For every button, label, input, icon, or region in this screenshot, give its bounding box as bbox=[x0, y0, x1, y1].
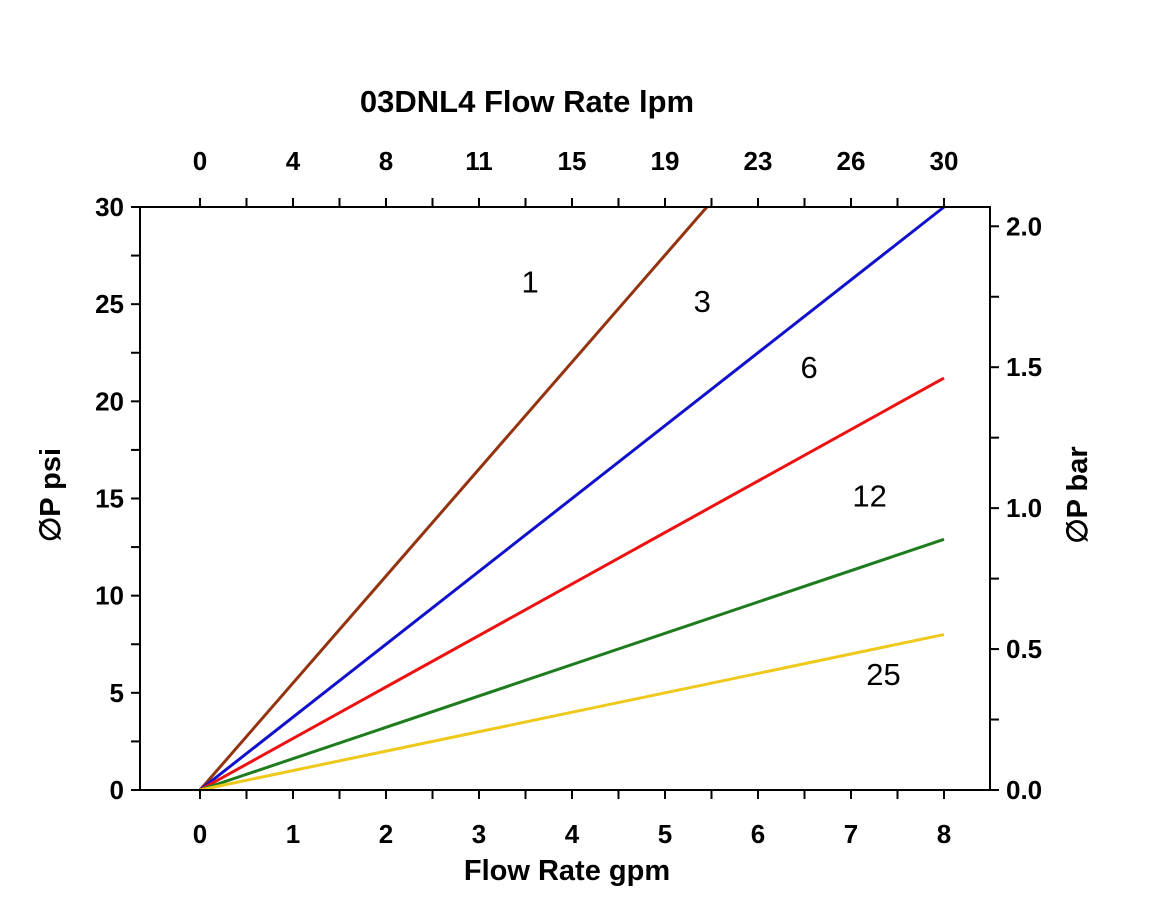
x-axis-label-bottom: Flow Rate gpm bbox=[464, 855, 670, 887]
series-line-3 bbox=[199, 205, 945, 792]
x-top-tick-label: 0 bbox=[193, 146, 207, 176]
series-line-12 bbox=[199, 537, 945, 792]
plot-area: 1 3 6 12 25 0 0 1 4 2 8 3 11 4 15 5 19 6 23 7 26 8 30 0 5 10 15 20 2… bbox=[95, 146, 1042, 849]
x-bottom-tick-label: 1 bbox=[286, 819, 300, 849]
x-top-tick-label: 15 bbox=[558, 146, 587, 176]
y-right-tick-label: 0.5 bbox=[1006, 634, 1042, 664]
x-top-tick-label: 19 bbox=[651, 146, 680, 176]
y-axis-label-right: ∅P bar bbox=[1062, 446, 1094, 543]
y-left-tick-label: 5 bbox=[110, 678, 124, 708]
series-label-25: 25 bbox=[866, 657, 900, 692]
x-top-tick-label: 23 bbox=[744, 146, 773, 176]
x-top-tick-label: 11 bbox=[465, 146, 493, 176]
x-bottom-tick-label: 0 bbox=[193, 819, 207, 849]
x-bottom-tick-label: 2 bbox=[379, 819, 393, 849]
y-left-tick-label: 10 bbox=[95, 581, 124, 611]
y-left-tick-label: 25 bbox=[95, 289, 124, 319]
x-bottom-tick-label: 5 bbox=[658, 819, 672, 849]
x-bottom-tick-label: 3 bbox=[472, 819, 486, 849]
x-top-tick-label: 26 bbox=[837, 146, 866, 176]
series-line-1 bbox=[198, 206, 708, 791]
series-label-3: 3 bbox=[694, 284, 711, 319]
y-left-tick-label: 20 bbox=[95, 386, 124, 416]
x-bottom-tick-label: 7 bbox=[844, 819, 858, 849]
x-top-tick-label: 8 bbox=[379, 146, 393, 176]
series-label-1: 1 bbox=[522, 265, 539, 300]
y-left-tick-label: 0 bbox=[110, 775, 124, 805]
y-right-tick-label: 0.0 bbox=[1006, 775, 1042, 805]
x-top-tick-label: 4 bbox=[286, 146, 301, 176]
y-right-tick-label: 2.0 bbox=[1006, 211, 1042, 241]
y-left-tick-label: 30 bbox=[95, 192, 124, 222]
series-label-6: 6 bbox=[801, 350, 818, 385]
y-right-tick-label: 1.5 bbox=[1006, 352, 1042, 382]
y-axis-label-left: ∅P psi bbox=[35, 448, 67, 542]
series-line-25 bbox=[199, 633, 945, 792]
y-right-tick-label: 1.0 bbox=[1006, 493, 1042, 523]
series-label-12: 12 bbox=[852, 478, 886, 513]
x-bottom-tick-label: 8 bbox=[937, 819, 951, 849]
chart-title: 03DNL4 Flow Rate lpm bbox=[360, 84, 694, 119]
y-left-tick-label: 15 bbox=[95, 484, 124, 514]
x-top-tick-label: 30 bbox=[930, 146, 959, 176]
x-bottom-tick-label: 6 bbox=[751, 819, 765, 849]
series-line-6 bbox=[199, 376, 945, 792]
x-bottom-tick-label: 4 bbox=[565, 819, 580, 849]
